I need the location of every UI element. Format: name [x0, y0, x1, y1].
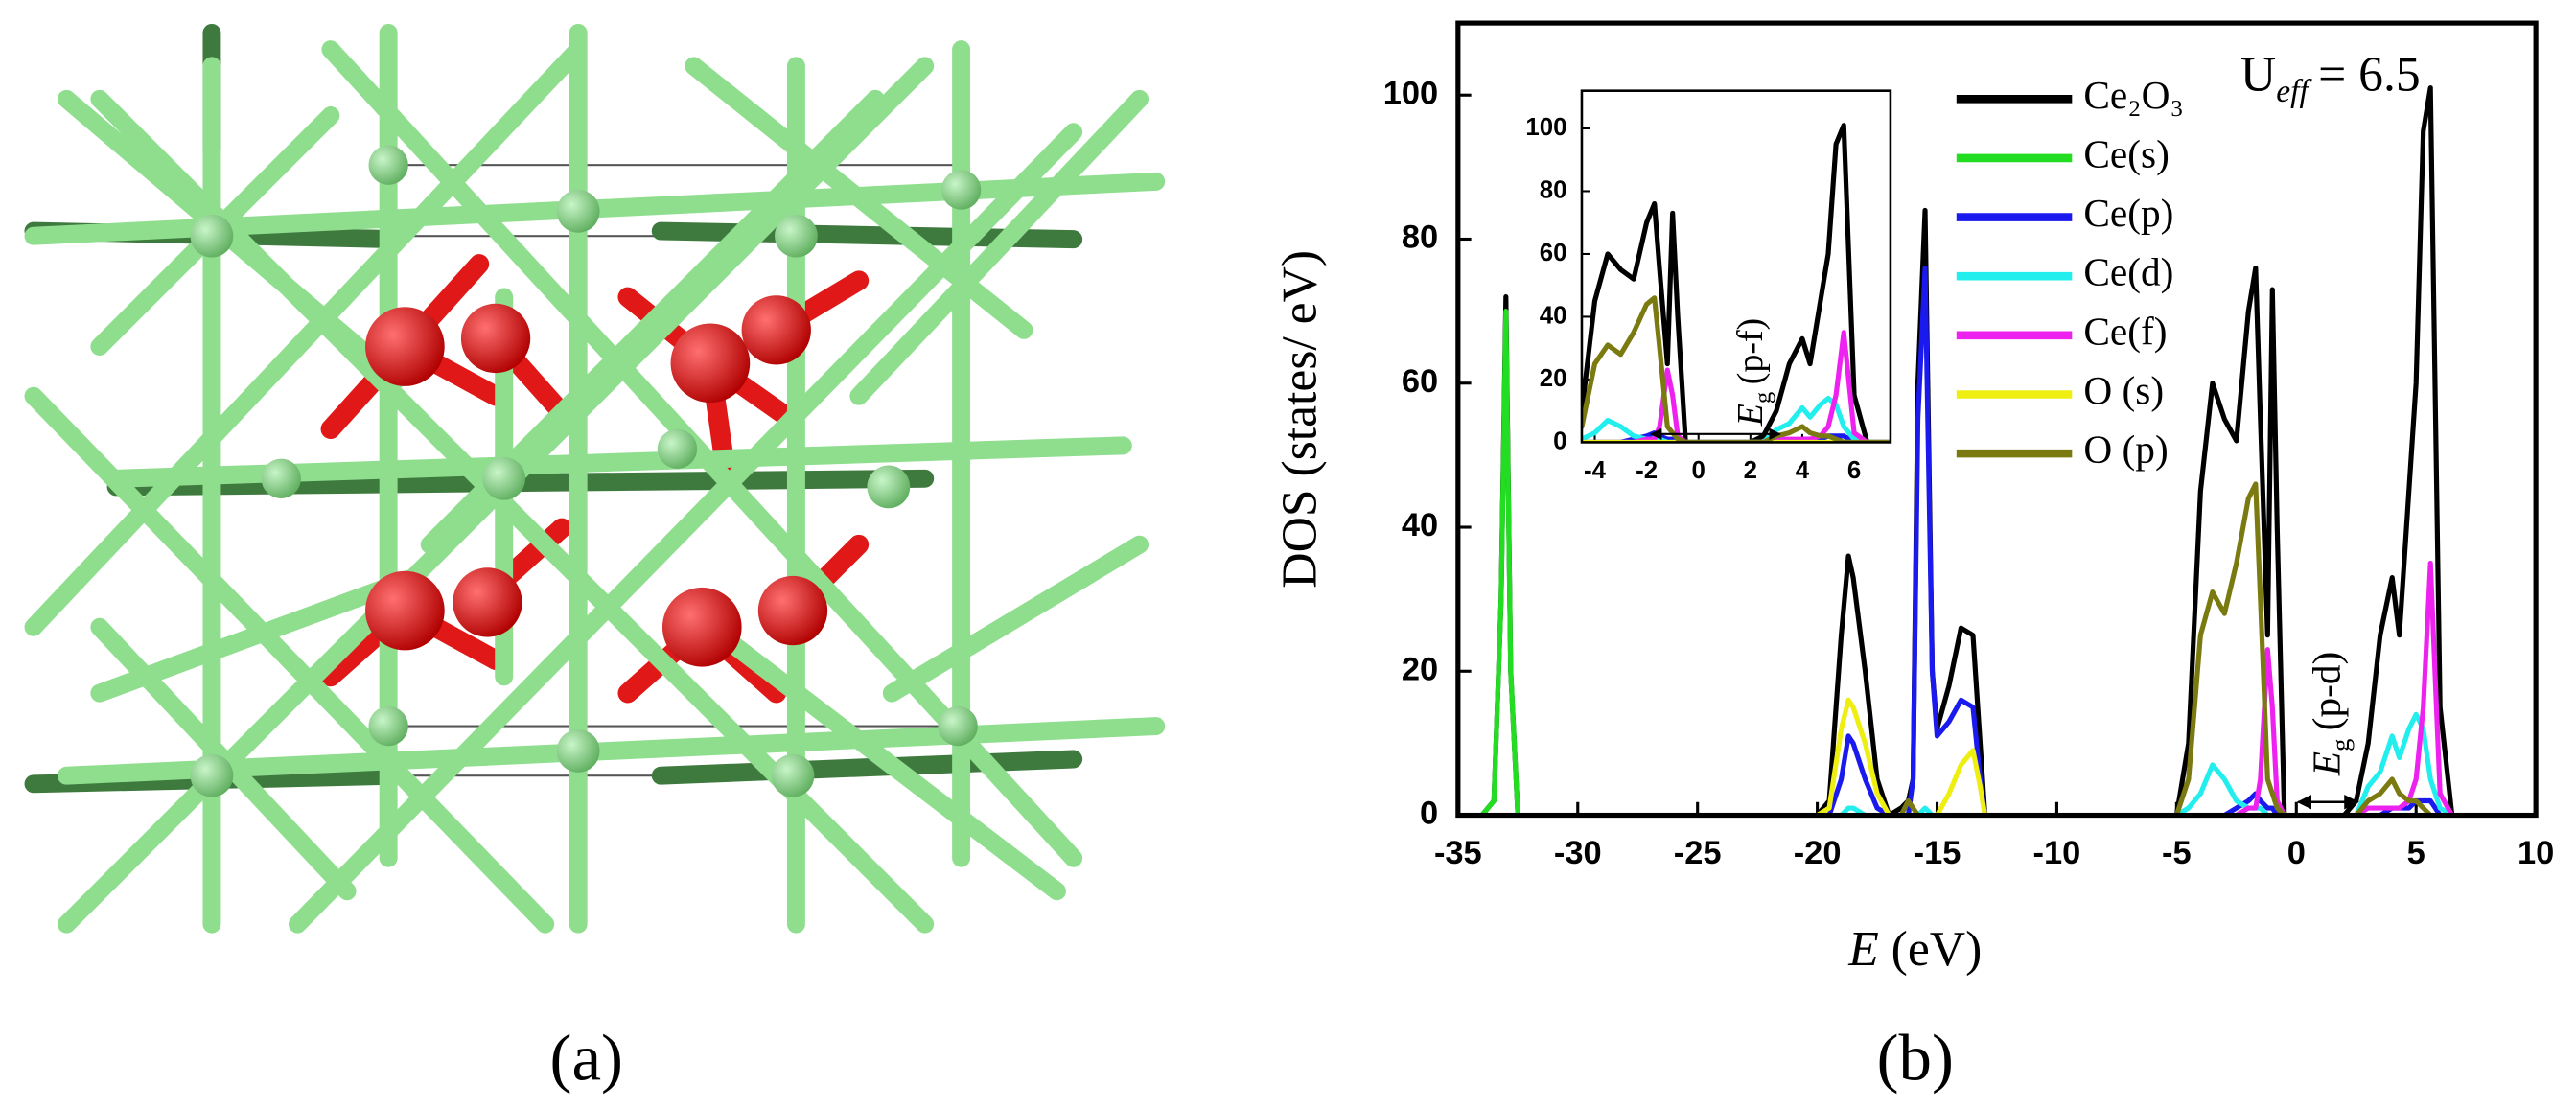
y-tick-label: 80 — [1402, 219, 1438, 256]
annotation-subscript: g — [2326, 739, 2355, 751]
legend-label: Ce₂O₃ — [2083, 73, 2184, 117]
legend-label: Ce(f) — [2083, 309, 2167, 354]
x-tick-label: -30 — [1554, 835, 1602, 871]
x-tick-label: -5 — [2162, 835, 2192, 871]
dos-line — [1457, 560, 2489, 816]
x-tick-label: -20 — [1794, 835, 1842, 871]
annotation-subscript: g — [1750, 392, 1775, 404]
legend-label: O (s) — [2083, 368, 2164, 413]
crystal-structure — [24, 23, 1166, 934]
x-tick-label: 6 — [1847, 457, 1861, 484]
y-tick-label: 0 — [1420, 796, 1438, 832]
x-tick-label: -15 — [1914, 835, 1961, 871]
annotation-subscript: eff — [2276, 74, 2312, 109]
dos-line — [1457, 697, 2489, 816]
x-tick-label: 5 — [2407, 835, 2425, 871]
legend-label: Ce(d) — [2083, 250, 2173, 295]
x-tick-label: -25 — [1674, 835, 1722, 871]
annotation: Eg (p-f) — [1730, 318, 1775, 427]
y-tick-label: 40 — [1402, 507, 1438, 543]
annotation-symbol: E — [1730, 404, 1771, 427]
x-tick-label: -10 — [2033, 835, 2081, 871]
annotation-symbol: E — [2305, 751, 2349, 776]
plot-frame — [1455, 20, 2539, 819]
dos-line — [1581, 396, 1891, 443]
dos-line — [1457, 711, 2489, 816]
x-tick-label: 0 — [2287, 835, 2306, 871]
panel-label: (b) — [1877, 1021, 1954, 1094]
y-tick-label: 100 — [1383, 75, 1438, 111]
x-tick-label: -35 — [1434, 835, 1482, 871]
x-tick-label: 10 — [2518, 835, 2554, 871]
x-tick-label: -2 — [1636, 457, 1658, 484]
y-tick-label: 60 — [1402, 363, 1438, 400]
y-tick-label: 80 — [1540, 176, 1567, 203]
legend-label: O (p) — [2083, 427, 2168, 473]
dos-line — [1581, 123, 1891, 443]
legend-label: Ce(p) — [2083, 191, 2173, 236]
annotation: Ueff = 6.5 — [2240, 48, 2421, 109]
y-tick-label: 100 — [1525, 114, 1566, 141]
x-tick-label: -4 — [1584, 457, 1607, 484]
annotation: Eg (p-d) — [2305, 652, 2355, 777]
inset-frame — [1580, 89, 1892, 444]
annotation: E (eV) — [1847, 922, 1982, 977]
legend-label: Ce(s) — [2083, 131, 2169, 176]
y-tick-label: 60 — [1540, 240, 1567, 266]
y-axis-label: DOS (states/ eV) — [1273, 250, 1328, 589]
y-tick-label: 20 — [1540, 365, 1567, 392]
dos-line — [1457, 85, 2489, 816]
series-lines — [1457, 85, 2489, 816]
annotation-text: = 6.5 — [2318, 48, 2421, 103]
y-tick-label: 20 — [1402, 651, 1438, 687]
dos-line — [1457, 481, 2489, 816]
x-tick-label: 4 — [1796, 457, 1810, 484]
y-tick-label: 40 — [1540, 302, 1567, 329]
annotation-symbol: U — [2240, 48, 2276, 103]
x-tick-label: 2 — [1744, 457, 1757, 484]
annotation-text: (eV) — [1891, 922, 1983, 977]
y-tick-label: 0 — [1553, 427, 1566, 454]
inset-background — [1525, 49, 1899, 496]
panel-label: (a) — [550, 1021, 623, 1094]
annotation-text: (p-f) — [1730, 318, 1771, 384]
annotation-text: (p-d) — [2305, 652, 2350, 731]
annotation-symbol: E — [1847, 922, 1879, 977]
x-tick-label: 0 — [1692, 457, 1706, 484]
